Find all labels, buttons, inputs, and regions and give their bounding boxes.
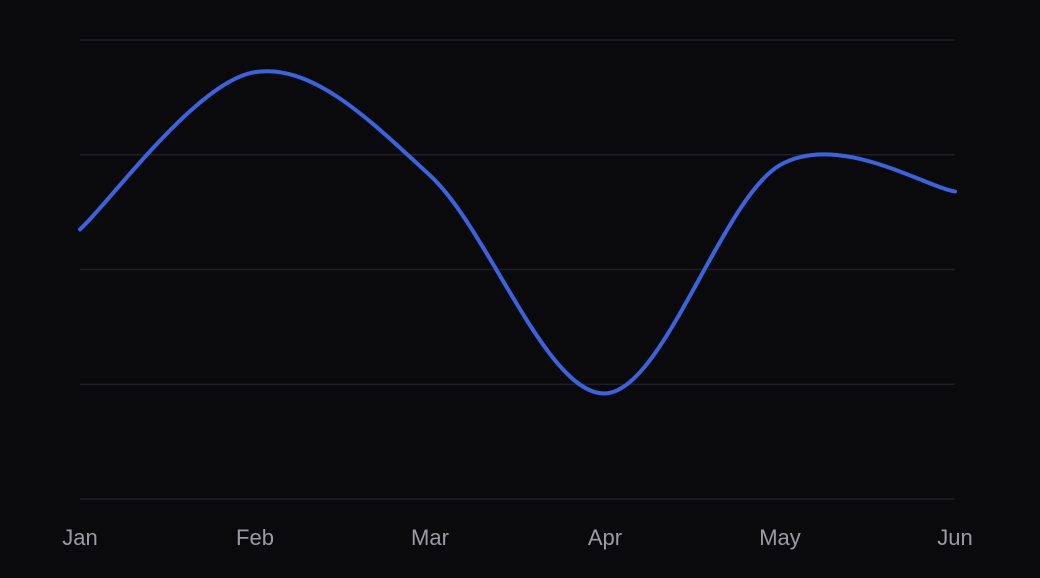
x-tick-label: Mar <box>411 525 449 550</box>
x-tick-label: Feb <box>236 525 274 550</box>
x-axis-tick-labels: Jan Feb Mar Apr May Jun <box>62 525 972 550</box>
x-tick-label: Jun <box>937 525 972 550</box>
x-tick-label: May <box>759 525 801 550</box>
x-tick-label: Jan <box>62 525 97 550</box>
series-line <box>78 69 957 396</box>
series-lines <box>78 69 957 396</box>
grid-lines <box>80 39 955 500</box>
x-tick-label: Apr <box>588 525 622 550</box>
